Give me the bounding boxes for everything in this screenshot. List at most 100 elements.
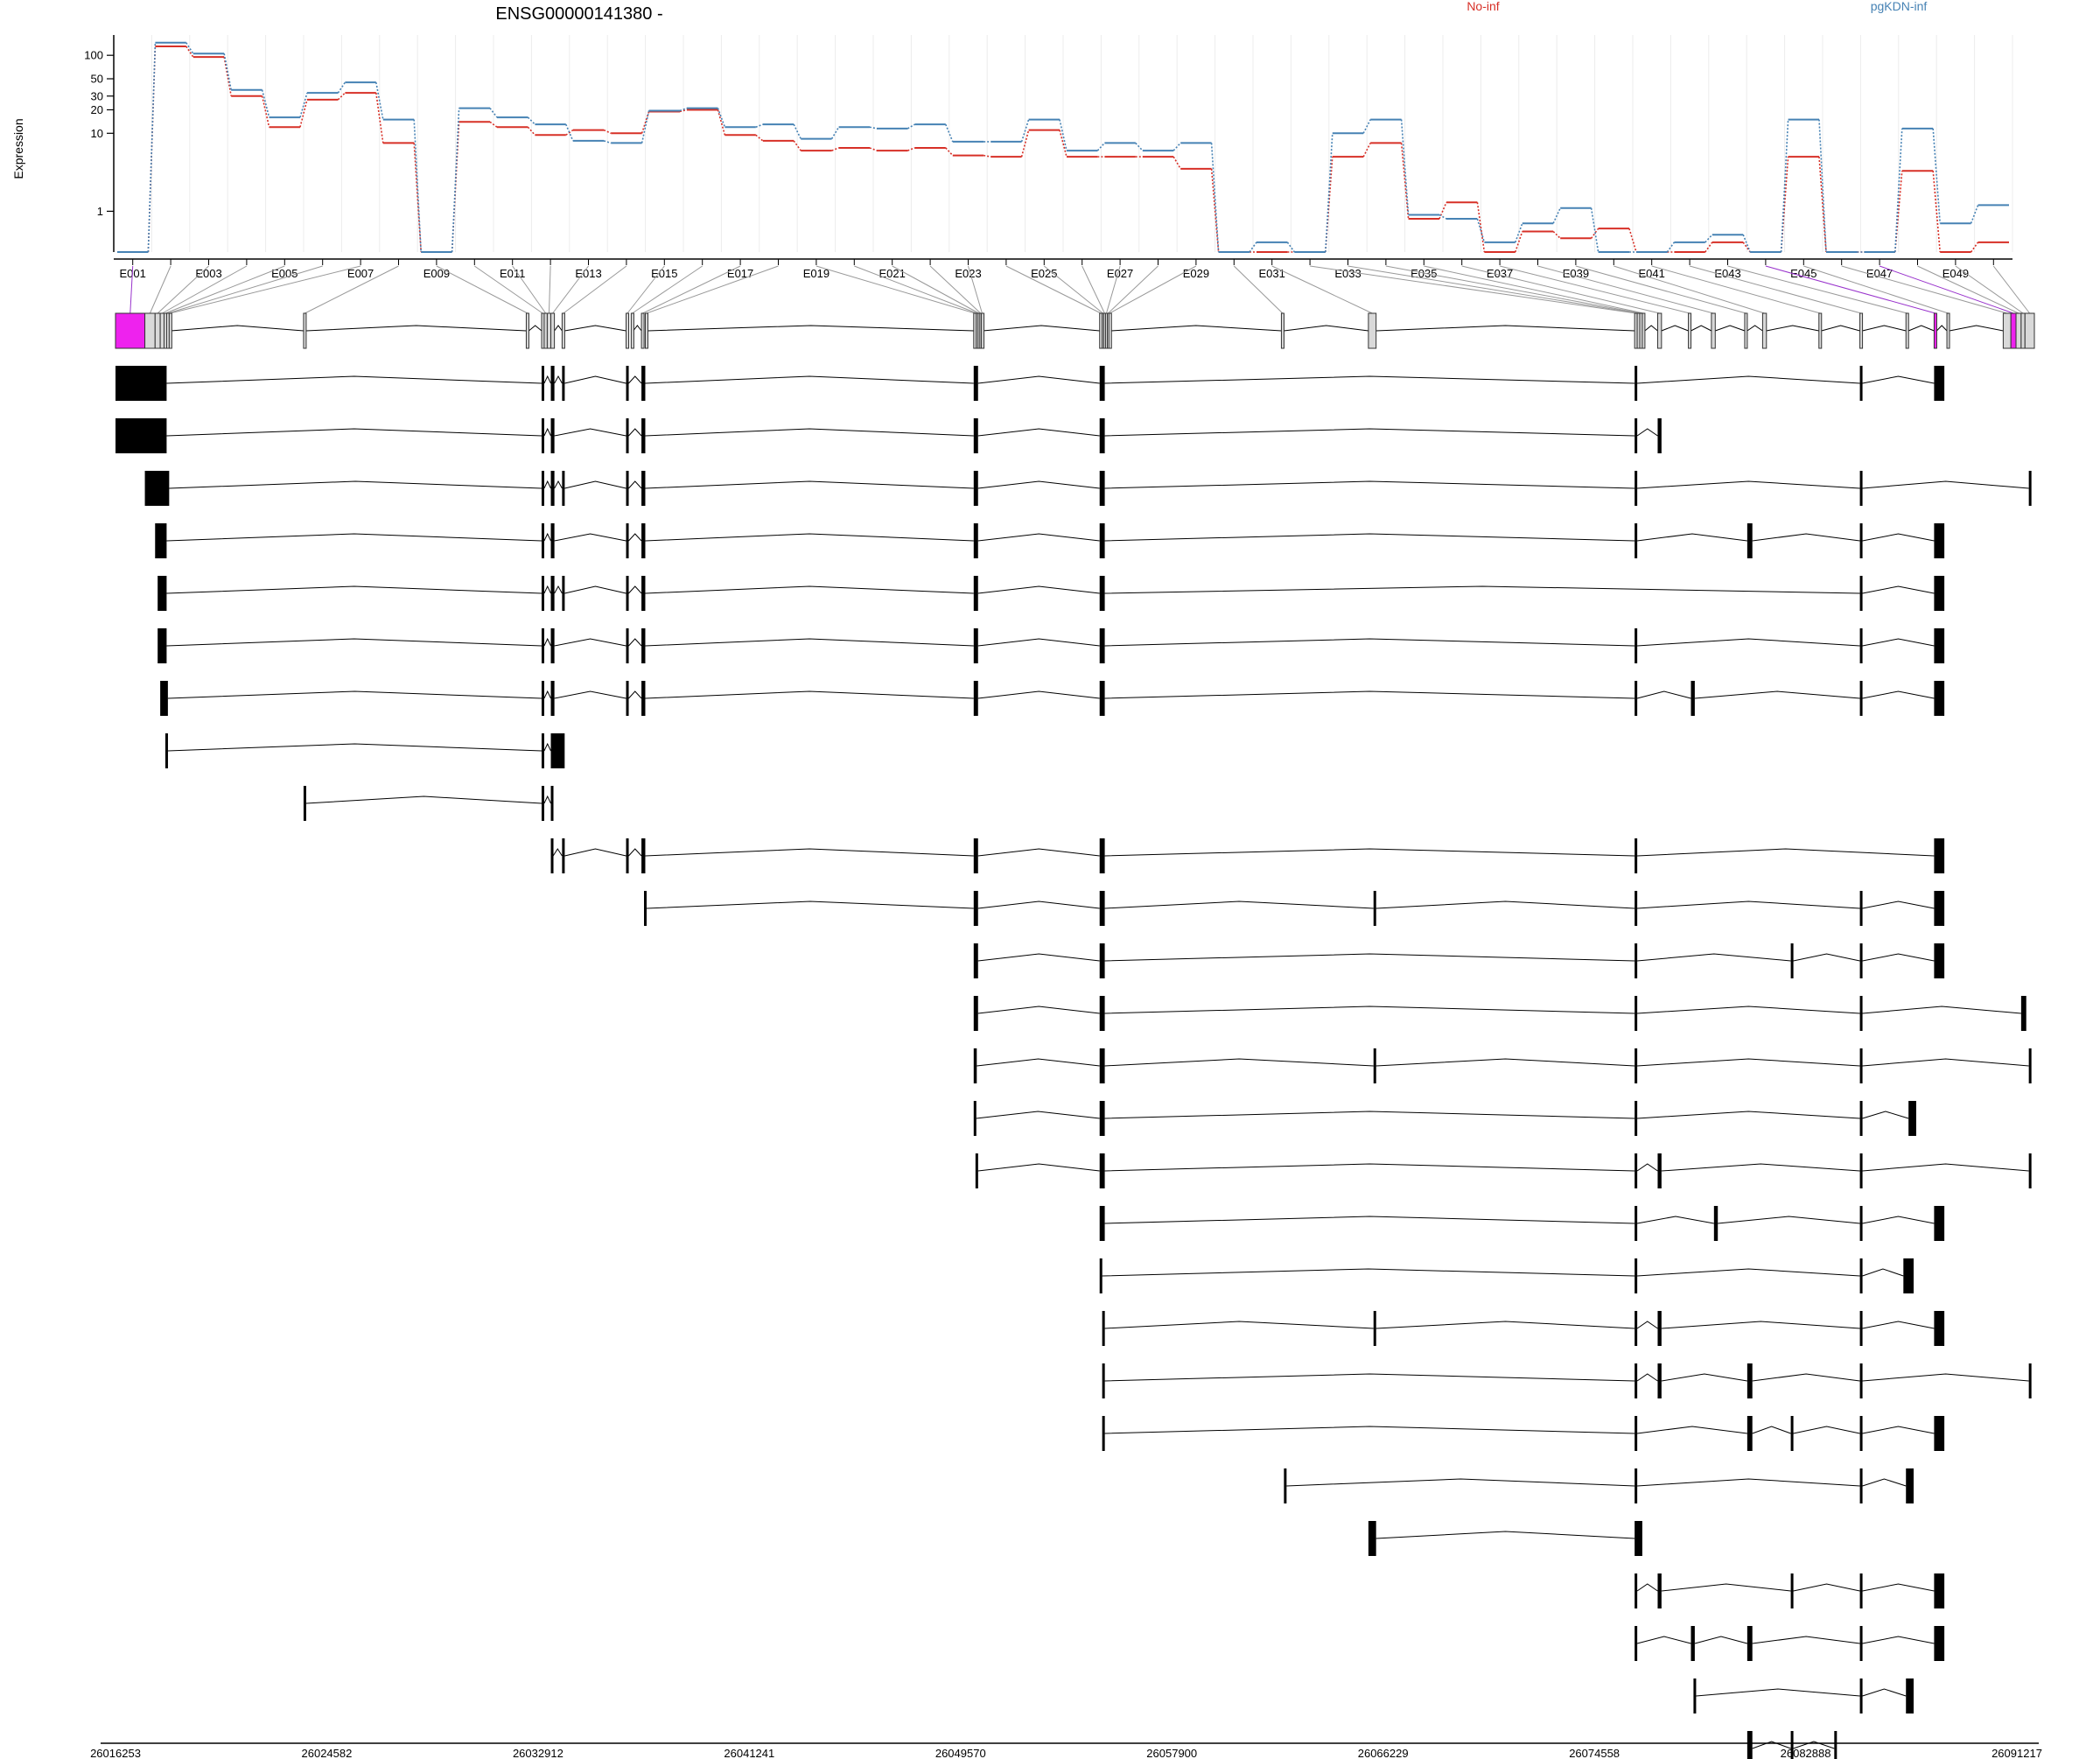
transcript-intron [554,585,563,594]
gene-model-intron [1661,325,1689,332]
gene-model-exon [1933,312,1937,349]
transcript-track [116,418,1662,453]
gene-model-exon [1905,312,1909,349]
transcript-exon [1102,1363,1105,1398]
exon-connector [1385,265,1642,314]
gene-model-exon [644,312,648,349]
exon-label: E013 [575,267,601,280]
transcript-intron [1862,1373,2029,1382]
transcript-intron [554,428,626,437]
gene-model-exon [561,312,565,349]
exon-connector [1461,265,1660,314]
transcript-exon [562,366,565,401]
exon-connector [1310,265,1636,314]
transcript-intron [645,428,974,437]
transcript-intron [628,533,642,542]
transcript-exon [1099,1101,1105,1136]
transcript-exon [1634,1416,1638,1451]
transcript-track [550,838,1945,873]
transcript-intron [552,848,563,857]
transcript-intron [1862,901,1935,909]
transcript-exon [550,681,555,716]
transcript-intron [1862,1426,1935,1434]
transcript-exon [541,576,544,611]
exon-connector [1803,265,1949,314]
transcript-exon [1099,1258,1102,1293]
transcript-exon [541,523,544,558]
transcript-exon [1790,1573,1794,1608]
exon-connector [130,265,134,314]
transcript-exon [1099,576,1105,611]
transcript-intron [628,638,642,647]
transcript-intron [628,480,642,489]
transcript-intron [1862,1163,2029,1172]
y-tick-label: 10 [91,127,103,140]
gene-model-intron [1715,325,1746,332]
transcript-exon [973,1101,976,1136]
transcript-exon [1634,1258,1638,1293]
transcript-intron [976,1111,1100,1119]
transcript-intron [977,428,1100,437]
transcript-intron [1637,1058,1860,1067]
transcript-exon [550,576,555,611]
transcript-intron [1752,1741,1791,1749]
exon-label: E023 [955,267,981,280]
transcript-exon [303,786,306,821]
transcript-exon [1790,1731,1794,1759]
transcript-exon [541,366,544,401]
y-axis-label: Expression [11,118,25,179]
exon-label: E017 [727,267,753,280]
transcript-intron [1862,375,1935,384]
transcript-intron [1752,533,1860,542]
transcript-exon [1690,681,1695,716]
transcript-exon [1934,366,1945,401]
transcript-intron [554,690,626,699]
transcript-exon [1634,1153,1638,1188]
transcript-intron [1793,1741,1835,1749]
coordinate-label: 26024582 [302,1747,353,1759]
transcript-exon [2028,1153,2032,1188]
coordinate-label: 26016253 [90,1747,141,1759]
gene-model-exon [546,312,552,349]
transcript-intron [1752,1373,1860,1382]
transcript-exon [973,681,978,716]
exon-label: E037 [1487,267,1513,280]
transcript-intron [1862,533,1935,542]
transcript-intron [1793,953,1860,962]
coordinate-label: 26057900 [1146,1747,1197,1759]
transcript-intron [1862,1478,1907,1487]
transcript-track [644,891,1945,926]
transcript-intron [1637,1426,1747,1434]
genomic-coordinate-axis: 26016253 26024582 26032912 26041241 26049570… [90,1742,2042,1759]
gene-model-intron [633,325,642,332]
exon-connector [1348,265,1639,314]
transcript-intron [1718,1216,1860,1224]
transcript-intron [167,743,542,752]
transcript-intron [1862,1583,1935,1592]
gene-model-intron [1690,325,1712,332]
legend-pgkdn-inf: pgKDN-inf [1871,0,1928,13]
transcript-intron [1862,638,1935,647]
exon-label: E029 [1183,267,1209,280]
transcript-exon [1934,523,1945,558]
transcript-exon [541,418,544,453]
transcript-intron [1862,953,1935,962]
transcript-intron [166,375,542,384]
transcript-intron [1636,1373,1658,1382]
transcript-intron [543,480,551,489]
transcript-exon [1657,1153,1662,1188]
transcript-intron [1862,585,1935,594]
transcript-intron [543,427,551,437]
transcript-exon [1634,471,1638,506]
transcript-exon [1634,1521,1642,1556]
transcript-intron [645,848,974,857]
gene-model-exon [1744,312,1748,349]
transcript-intron [1636,428,1658,437]
transcript-intron [167,690,542,699]
transcript-intron [1104,1373,1635,1382]
y-tick-label: 100 [84,49,103,62]
transcript-exon [1859,1626,1863,1661]
transcript-exon [626,471,629,506]
transcript-exon [1746,1363,1753,1398]
